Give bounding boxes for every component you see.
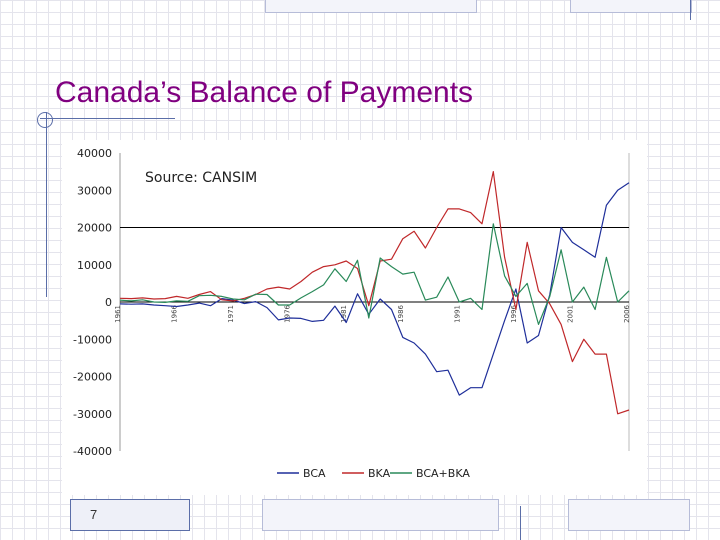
legend-label: BCA+BKA — [416, 467, 470, 480]
x-tick-label: 1996 — [510, 304, 518, 322]
footer-box-right — [568, 499, 690, 531]
chart-source-annotation: Source: CANSIM — [145, 170, 258, 186]
y-tick-label: -30000 — [73, 408, 112, 421]
legend-label: BCA — [303, 467, 326, 480]
series-line-bca-bka — [119, 223, 630, 325]
y-tick-label: 30000 — [77, 184, 112, 197]
x-tick-label: 2006 — [623, 304, 631, 322]
y-tick-label: -10000 — [73, 333, 112, 346]
y-tick-label: 20000 — [77, 222, 112, 235]
legend-label: BKA — [368, 467, 391, 480]
slide-title: Canada’s Balance of Payments — [55, 76, 474, 109]
title-underline — [40, 118, 175, 119]
balance-of-payments-chart: 40000 30000 20000 10000 0 -10000 -20000 -30000 -… — [73, 147, 631, 480]
x-tick-label: 1981 — [340, 305, 348, 323]
title-vertical-rule — [46, 112, 47, 297]
top-decor-mark — [690, 0, 691, 20]
footer-box-left — [70, 499, 190, 531]
series-line-bka — [119, 171, 630, 415]
x-tick-label: 2001 — [566, 305, 574, 323]
top-decor-band — [265, 0, 477, 13]
y-tick-label: -40000 — [73, 445, 112, 458]
y-tick-label: 0 — [105, 296, 112, 309]
y-tick-label: -20000 — [73, 371, 112, 384]
x-tick-label: 1966 — [171, 304, 179, 322]
y-tick-label: 10000 — [77, 259, 112, 272]
x-tick-label: 1961 — [114, 305, 122, 323]
footer-decor-mark — [520, 506, 521, 540]
top-decor-band-right — [570, 0, 692, 13]
footer-box-center — [262, 499, 499, 531]
chart-panel: 40000 30000 20000 10000 0 -10000 -20000 -30000 -… — [62, 140, 647, 495]
x-tick-label: 1971 — [227, 305, 235, 323]
x-tick-label: 1986 — [397, 304, 405, 322]
x-tick-label: 1991 — [453, 305, 461, 323]
title-ring-ornament — [37, 112, 53, 128]
y-tick-label: 40000 — [77, 147, 112, 160]
page-number: 7 — [90, 507, 98, 522]
series-line-bca — [119, 182, 630, 396]
x-tick-label: 1976 — [284, 304, 292, 322]
